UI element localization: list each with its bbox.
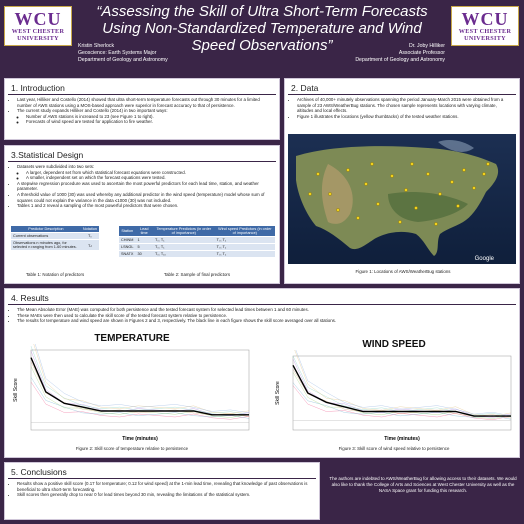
x-axis-label: Time (minutes) — [122, 436, 158, 442]
station-series-line — [30, 346, 250, 415]
introduction-panel: 1. Introduction Last year, Hilliker and … — [4, 78, 280, 140]
data-panel: 2. Data Archives of 40,000+ minutely obs… — [284, 78, 520, 284]
station-series-line — [30, 335, 250, 415]
temperature-chart: TEMPERATURE Time (minutes) Skill Score — [9, 330, 255, 443]
section-heading: 3.Statistical Design — [8, 148, 276, 162]
conclusions-panel: 5. Conclusions Results show a positive s… — [4, 462, 320, 520]
station-series-line — [30, 377, 250, 419]
wcu-logo-left: WCU WEST CHESTER UNIVERSITY — [4, 6, 72, 46]
station-series-line — [30, 330, 250, 414]
station-series-line — [30, 381, 250, 420]
author-right: Dr. Joby Hilliker Associate Professor De… — [355, 43, 445, 63]
y-axis-label: Skill Score — [275, 381, 281, 405]
chart-title: TEMPERATURE — [94, 333, 170, 344]
poster-title: “Assessing the Skill of Ultra Short-Term… — [96, 3, 428, 54]
figure-3-caption: Figure 3: Skill score of wind speed rela… — [338, 446, 450, 451]
plot-area — [292, 355, 512, 431]
section-heading: 2. Data — [288, 81, 516, 95]
station-map: Google — [288, 134, 516, 264]
chart-title: WIND SPEED — [362, 339, 426, 350]
results-panel: 4. Results The Mean Absolute Error (MAE)… — [4, 288, 520, 458]
section-heading: 5. Conclusions — [8, 465, 316, 479]
temperature-chart-svg: Time (minutes) Skill Score — [13, 330, 250, 442]
predictor-notation-table: Predictor Description Notation Current ob… — [11, 226, 99, 250]
section-heading: 1. Introduction — [8, 81, 276, 95]
wind-speed-chart-svg: Time (minutes) Skill Score — [275, 342, 512, 442]
station-series-line — [292, 342, 512, 417]
section-heading: 4. Results — [8, 291, 516, 305]
wind-speed-chart: WIND SPEED Time (minutes) Skill Score — [271, 339, 517, 443]
station-series-line — [292, 385, 512, 421]
table-1-caption: Table 1: Notation of predictors — [25, 272, 85, 277]
author-left: Kristin Sherlock Geoscience: Earth Syste… — [78, 43, 168, 63]
table-row: LSNGL 5 T₀, T₁ T₀, T₁ — [119, 243, 275, 251]
y-axis-label: Skill Score — [13, 378, 19, 402]
station-markers — [308, 162, 490, 226]
station-series-line — [292, 345, 512, 417]
final-predictors-table: Station Lead time Temperature Predictors… — [119, 226, 275, 257]
wcu-logo-right: WCU WEST CHESTER UNIVERSITY — [451, 6, 519, 46]
x-axis-label: Time (minutes) — [384, 436, 420, 442]
table-row: SNATX 30 T₀, T₁₀ T₀, T₁ — [119, 250, 275, 257]
figure-2-caption: Figure 2: Skill score of temperature rel… — [75, 446, 189, 451]
average-series-line — [292, 364, 511, 417]
acknowledgements: The authors are indebted to AWS/WeatherB… — [329, 476, 517, 493]
average-series-line — [30, 357, 249, 416]
statistical-design-panel: 3.Statistical Design Datasets were subdi… — [4, 145, 280, 284]
figure-1-caption: Figure 1: Locations of AWS/WeatherBug st… — [355, 269, 451, 274]
google-watermark: Google — [475, 256, 495, 262]
table-row: CHINM 1 T₀, T₁ T₀, T₁ — [119, 236, 275, 244]
table-2-caption: Table 2: Sample of final predictors — [163, 272, 231, 277]
station-series-line — [292, 382, 512, 420]
